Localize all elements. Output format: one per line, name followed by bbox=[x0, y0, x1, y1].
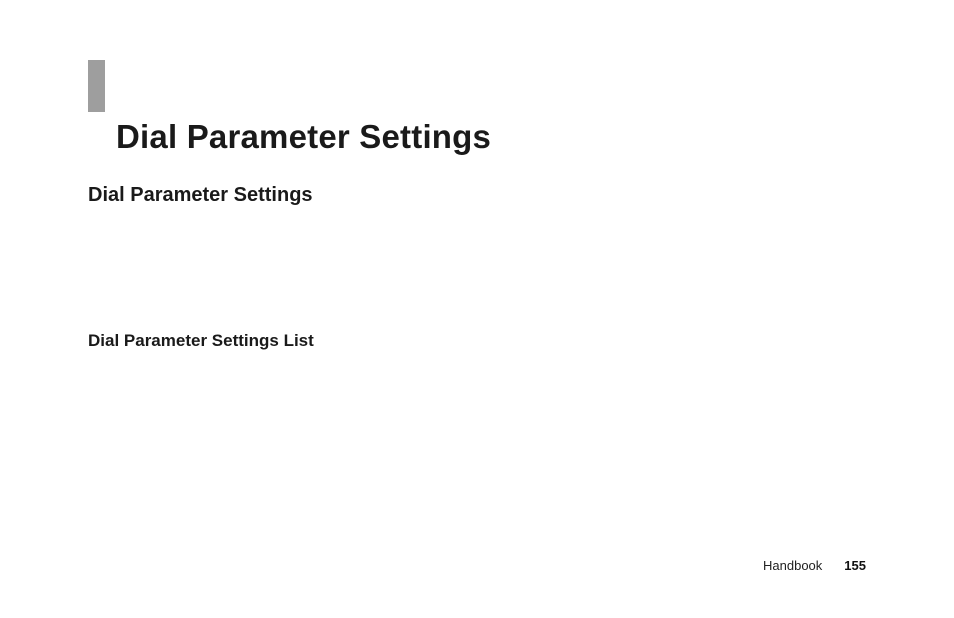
section-title: Dial Parameter Settings bbox=[88, 184, 313, 207]
page-footer: Handbook 155 bbox=[763, 558, 866, 573]
subsection-title: Dial Parameter Settings List bbox=[88, 331, 314, 351]
footer-doc-label: Handbook bbox=[763, 558, 822, 573]
page-title: Dial Parameter Settings bbox=[116, 118, 491, 156]
title-accent-bar bbox=[88, 60, 105, 112]
footer-page-number: 155 bbox=[844, 558, 866, 573]
page: Dial Parameter Settings Dial Parameter S… bbox=[0, 0, 954, 618]
